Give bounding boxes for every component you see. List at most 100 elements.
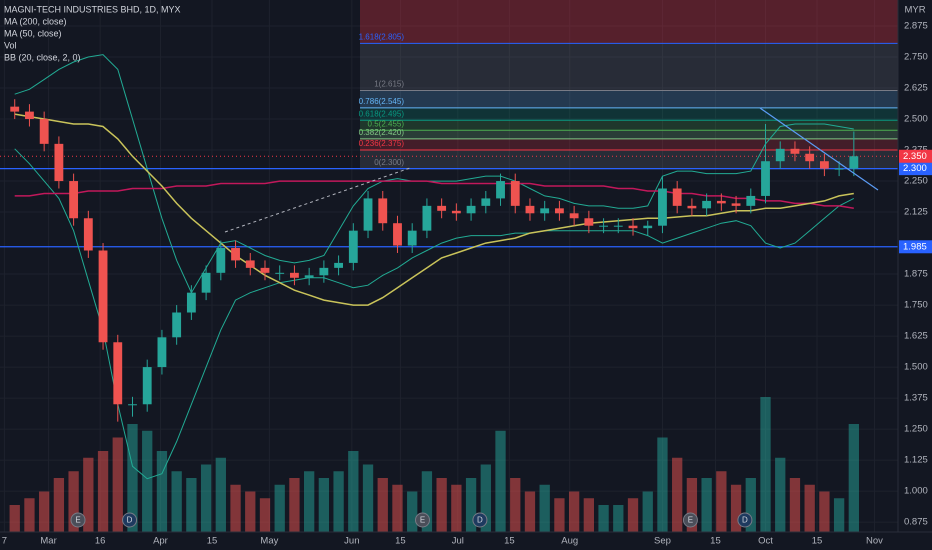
volume-bar	[230, 484, 241, 532]
candle-body	[687, 205, 697, 209]
candle-body	[716, 200, 726, 204]
candle-body	[25, 111, 34, 120]
y-tick-label: 2.625	[904, 83, 928, 94]
x-tick-label: Mar	[40, 536, 56, 547]
y-tick-label: 1.375	[904, 393, 928, 404]
candle-body	[481, 198, 491, 206]
volume-bar	[156, 451, 168, 532]
x-tick-label: 15	[504, 536, 515, 547]
y-tick-label: 2.875	[904, 21, 928, 32]
volume-bar	[333, 471, 344, 532]
candle-body	[319, 267, 329, 276]
candle-body	[128, 404, 137, 406]
volume-bar	[686, 478, 698, 532]
candle-body	[260, 267, 270, 273]
volume-bar	[539, 484, 550, 532]
y-tick-label: 0.875	[904, 517, 928, 528]
volume-bar	[392, 484, 403, 532]
candle-body	[790, 148, 800, 154]
y-tick-label: 1.625	[904, 331, 928, 342]
bollinger-upper	[14, 54, 854, 294]
volume-bar	[97, 451, 109, 532]
fib-label: 0.618(2.495)	[359, 109, 405, 118]
volume-bar	[745, 478, 756, 532]
volume-bar	[672, 457, 683, 532]
volume-bar	[775, 457, 786, 532]
candle-body	[819, 161, 829, 169]
volume-bar	[789, 478, 801, 532]
x-tick-label: Oct	[758, 536, 773, 547]
candle-body	[643, 225, 653, 229]
event-label: D	[477, 516, 483, 525]
volume-bar	[289, 478, 300, 532]
legend-entry: Vol	[4, 40, 17, 50]
volume-bar	[760, 397, 771, 532]
volume-bar	[53, 478, 65, 532]
candle-body	[393, 223, 402, 246]
y-tick-label: 1.875	[904, 269, 928, 280]
x-tick-label: 15	[710, 536, 721, 547]
volume-bar	[215, 457, 226, 532]
volume-bar	[142, 430, 153, 532]
event-label: D	[742, 516, 748, 525]
candle-body	[10, 106, 20, 112]
x-tick-label: 16	[95, 536, 106, 547]
volume-bar	[642, 491, 653, 532]
candle-body	[451, 210, 461, 214]
y-tick-label: 2.750	[904, 52, 928, 63]
event-marker	[737, 512, 753, 528]
volume-bar	[451, 484, 462, 532]
moving-average	[14, 113, 854, 306]
volume-bar	[657, 437, 668, 532]
volume-bar	[613, 505, 624, 532]
event-marker	[472, 512, 488, 528]
candle-body	[554, 208, 564, 214]
volume-bar	[407, 491, 418, 532]
candle-body	[83, 218, 93, 251]
x-tick-label: 15	[395, 536, 406, 547]
candle-body	[628, 225, 638, 229]
fib-label: 1.618(2.805)	[359, 33, 405, 42]
bollinger-lower	[14, 148, 855, 480]
candle-body	[422, 205, 432, 231]
x-tick-label: 15	[812, 536, 823, 547]
fib-label: 0.5(2.455)	[368, 119, 405, 128]
volume-bar	[259, 498, 271, 532]
volume-bar	[480, 464, 491, 532]
y-tick-label: 1.000	[904, 486, 928, 497]
candle-body	[540, 208, 550, 214]
candle-body	[275, 272, 285, 274]
candle-body	[658, 188, 667, 226]
volume-bar	[362, 464, 374, 532]
candle-body	[186, 292, 196, 313]
volume-bar	[24, 498, 35, 532]
candle-body	[496, 181, 505, 199]
candle-body	[98, 250, 108, 343]
y-tick-label: 1.125	[904, 455, 928, 466]
fib-label: 0.236(2.375)	[359, 139, 405, 148]
x-tick-label: 15	[207, 536, 218, 547]
y-tick-label: 1.750	[904, 300, 928, 311]
front-layer: 2.8752.7502.6252.5002.3752.2502.1251.875…	[2, 21, 932, 547]
volume-bar	[730, 484, 742, 532]
volume-bar	[465, 478, 477, 532]
x-tick-label: Jul	[452, 536, 464, 547]
x-tick-label: Nov	[866, 536, 883, 547]
volume-bar	[112, 437, 123, 532]
volume-bar	[819, 491, 830, 532]
price-label-box	[899, 149, 932, 163]
volume-bar	[421, 471, 433, 532]
volume-bar	[554, 498, 565, 532]
volume-bar	[127, 424, 138, 532]
trend-line	[224, 167, 411, 233]
candle-body	[407, 230, 417, 246]
candle-body	[672, 188, 682, 206]
legend-entry: MA (200, close)	[4, 16, 67, 26]
volume-bar	[583, 498, 595, 532]
candle-body	[731, 203, 741, 206]
price-label-box	[899, 240, 932, 254]
candle-body	[437, 205, 447, 211]
candle-body	[334, 262, 344, 268]
y-tick-label: 2.125	[904, 207, 928, 218]
